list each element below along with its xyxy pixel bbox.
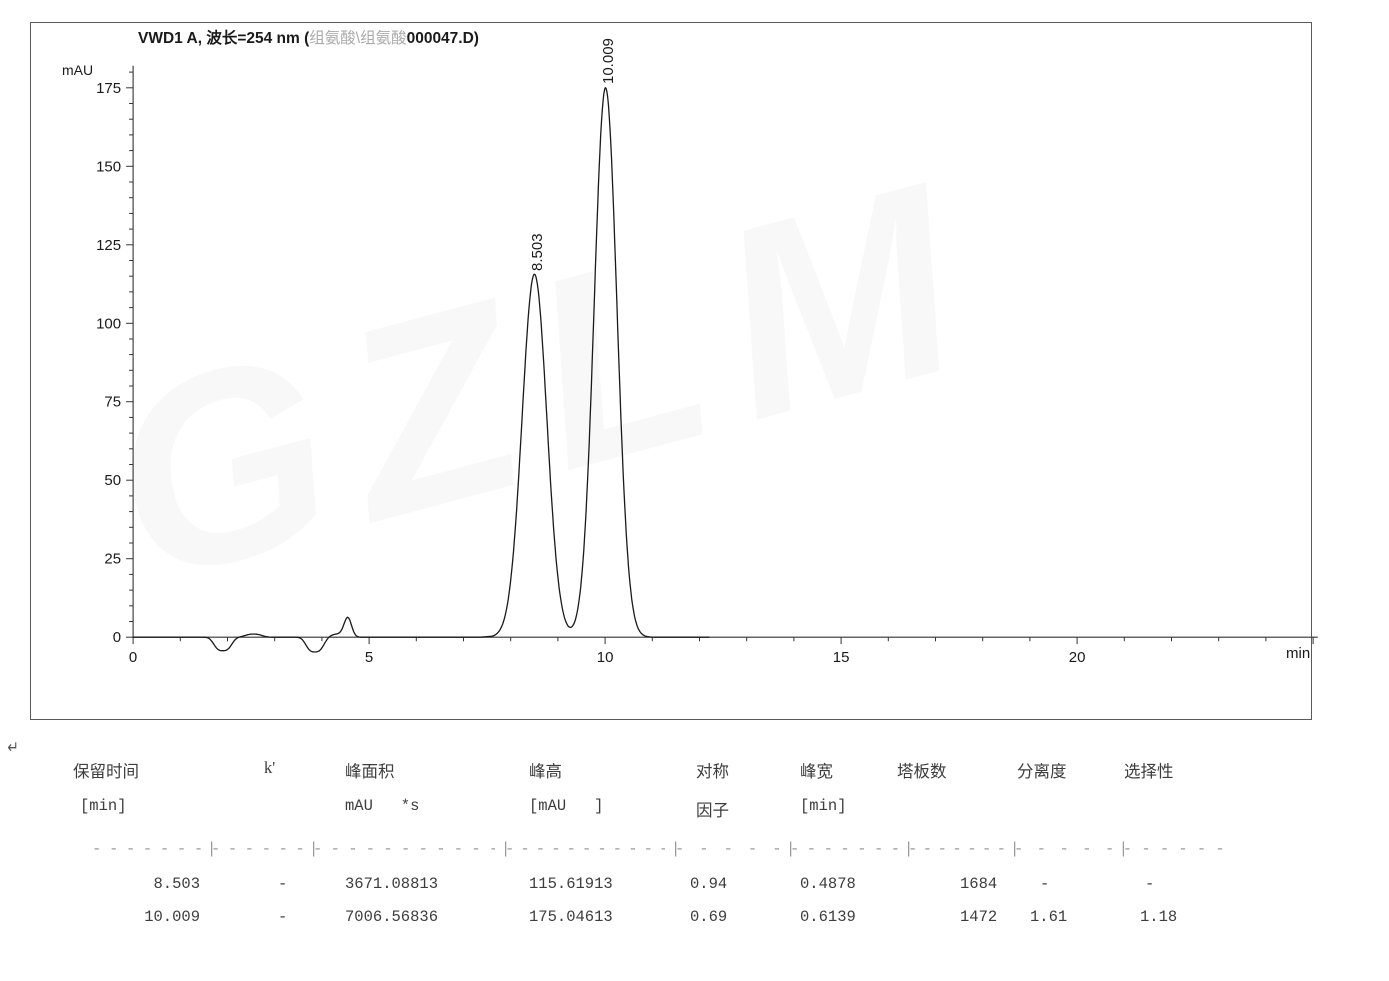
svg-text:5: 5 <box>365 649 373 666</box>
svg-text:0: 0 <box>113 629 121 646</box>
svg-text:75: 75 <box>104 394 121 411</box>
svg-text:15: 15 <box>833 649 850 666</box>
svg-text:20: 20 <box>1069 649 1086 666</box>
svg-text:min: min <box>1286 645 1310 662</box>
svg-text:50: 50 <box>104 472 121 489</box>
svg-text:0: 0 <box>129 649 137 666</box>
svg-text:10: 10 <box>597 649 614 666</box>
svg-text:25: 25 <box>104 551 121 568</box>
svg-text:100: 100 <box>96 315 121 332</box>
